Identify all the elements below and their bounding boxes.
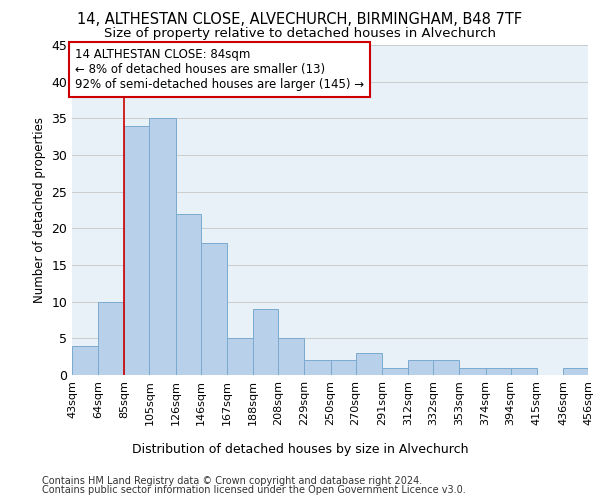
- Bar: [563, 368, 588, 375]
- Bar: [485, 368, 511, 375]
- Bar: [433, 360, 460, 375]
- Bar: [200, 243, 227, 375]
- Text: 14, ALTHESTAN CLOSE, ALVECHURCH, BIRMINGHAM, B48 7TF: 14, ALTHESTAN CLOSE, ALVECHURCH, BIRMING…: [77, 12, 523, 28]
- Y-axis label: Number of detached properties: Number of detached properties: [33, 117, 46, 303]
- Text: Distribution of detached houses by size in Alvechurch: Distribution of detached houses by size …: [132, 442, 468, 456]
- Text: 14 ALTHESTAN CLOSE: 84sqm
← 8% of detached houses are smaller (13)
92% of semi-d: 14 ALTHESTAN CLOSE: 84sqm ← 8% of detach…: [74, 48, 364, 92]
- Bar: [98, 302, 124, 375]
- Bar: [460, 368, 485, 375]
- Bar: [356, 353, 382, 375]
- Bar: [278, 338, 304, 375]
- Bar: [227, 338, 253, 375]
- Bar: [72, 346, 98, 375]
- Bar: [253, 309, 278, 375]
- Text: Contains HM Land Registry data © Crown copyright and database right 2024.: Contains HM Land Registry data © Crown c…: [42, 476, 422, 486]
- Text: Size of property relative to detached houses in Alvechurch: Size of property relative to detached ho…: [104, 28, 496, 40]
- Bar: [149, 118, 176, 375]
- Bar: [511, 368, 537, 375]
- Bar: [124, 126, 149, 375]
- Bar: [176, 214, 200, 375]
- Bar: [331, 360, 356, 375]
- Text: Contains public sector information licensed under the Open Government Licence v3: Contains public sector information licen…: [42, 485, 466, 495]
- Bar: [382, 368, 408, 375]
- Bar: [304, 360, 331, 375]
- Bar: [408, 360, 433, 375]
